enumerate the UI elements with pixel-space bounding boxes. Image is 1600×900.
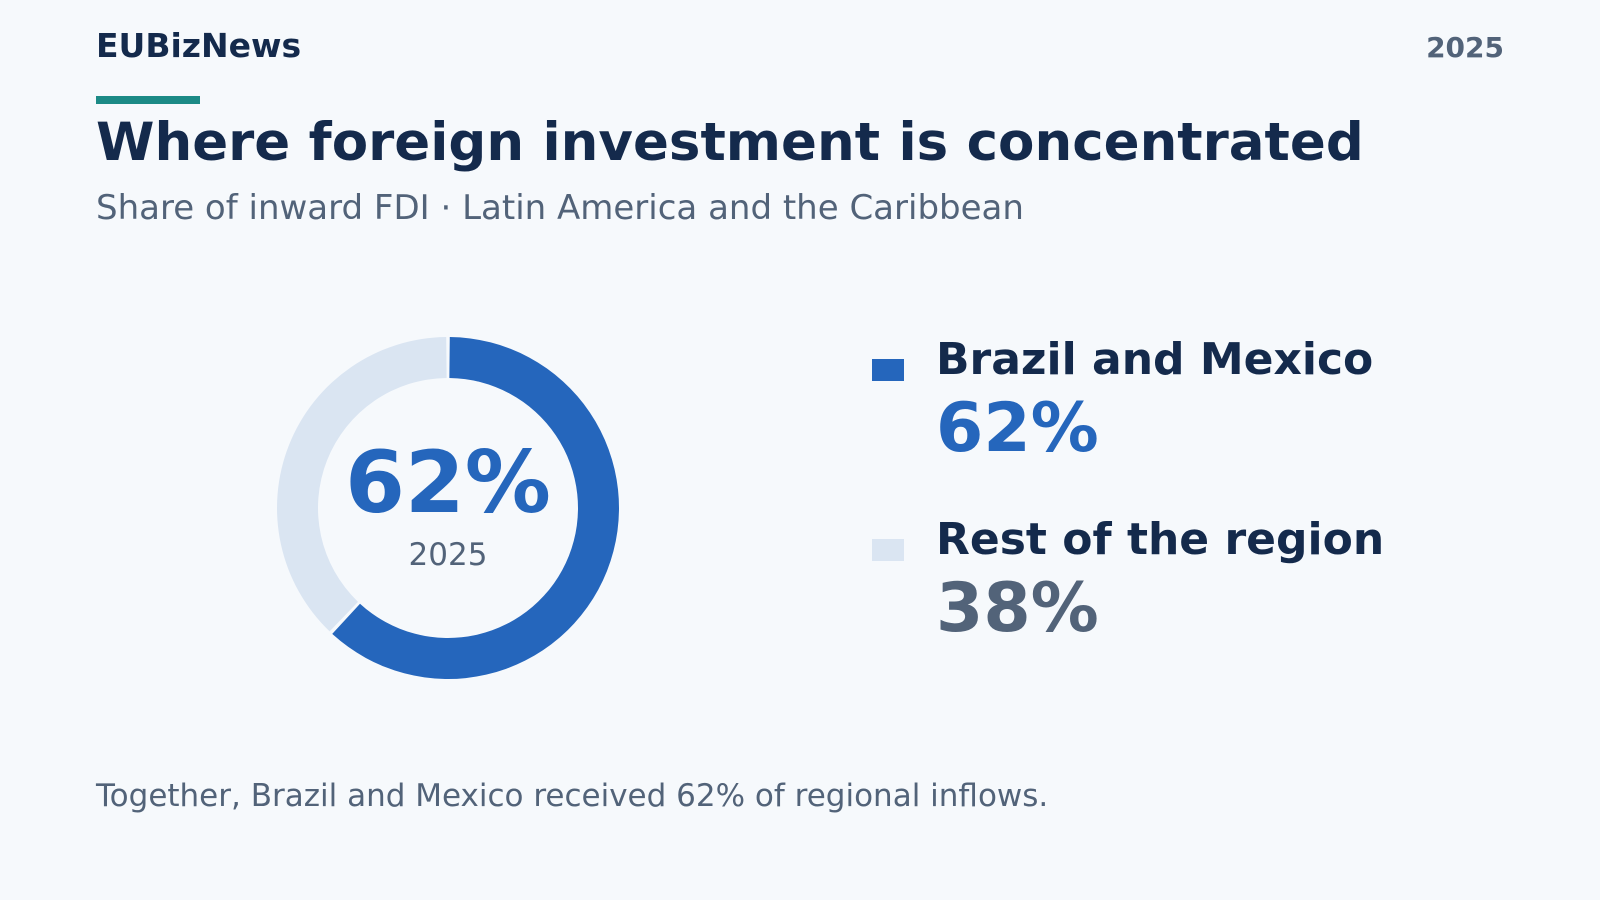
donut-center-value: 62% [345, 433, 551, 533]
footnote: Together, Brazil and Mexico received 62%… [96, 778, 1049, 814]
accent-bar [96, 96, 200, 104]
legend-label: Rest of the region [936, 514, 1385, 565]
donut-center-year: 2025 [408, 537, 488, 573]
donut-slice-rest-of-region [277, 337, 447, 632]
donut-chart [277, 337, 619, 679]
donut-slice-brazil-mexico [332, 337, 619, 679]
header-year: 2025 [1426, 31, 1504, 64]
chart-subtitle: Share of inward FDI · Latin America and … [96, 188, 1024, 228]
chart-title: Where foreign investment is concentrated [96, 112, 1364, 173]
legend-swatch-rest-of-region [872, 539, 904, 561]
legend-swatch-brazil-mexico [872, 359, 904, 381]
legend-value: 62% [936, 389, 1099, 468]
legend-label: Brazil and Mexico [936, 334, 1374, 385]
brand-name: EUBizNews [96, 26, 302, 65]
legend-value: 38% [936, 569, 1099, 648]
